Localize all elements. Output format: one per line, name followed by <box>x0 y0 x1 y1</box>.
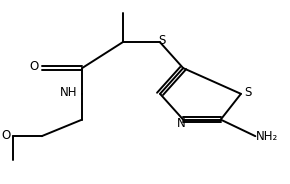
Text: NH₂: NH₂ <box>256 130 278 143</box>
Text: O: O <box>30 60 39 73</box>
Text: N: N <box>177 117 186 130</box>
Text: S: S <box>158 34 165 47</box>
Text: S: S <box>244 86 252 98</box>
Text: NH: NH <box>60 86 78 98</box>
Text: O: O <box>1 129 10 142</box>
